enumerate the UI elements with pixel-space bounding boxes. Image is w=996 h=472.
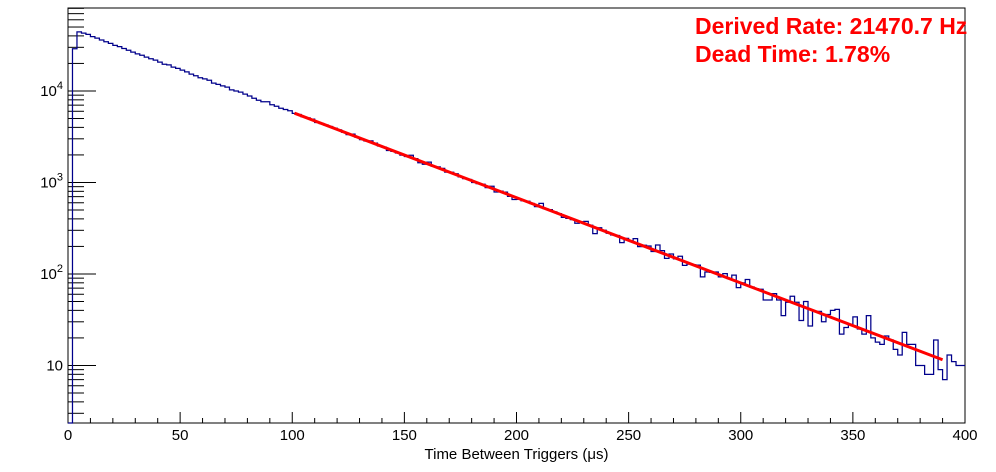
x-tick-label: 150 [392, 427, 417, 444]
y-tick-label: 104 [40, 80, 63, 100]
x-tick-label: 400 [952, 427, 977, 444]
x-axis-title: Time Between Triggers (μs) [425, 446, 609, 463]
y-tick-label: 10 [46, 357, 63, 374]
x-tick-label: 100 [280, 427, 305, 444]
x-tick-label: 200 [504, 427, 529, 444]
x-tick-label: 250 [616, 427, 641, 444]
x-tick-label: 50 [172, 427, 189, 444]
x-tick-label: 350 [840, 427, 865, 444]
x-tick-label: 300 [728, 427, 753, 444]
plot-frame [67, 7, 966, 424]
y-tick-label: 103 [40, 171, 63, 191]
histogram-step-line [68, 31, 965, 424]
x-tick-label: 0 [64, 427, 72, 444]
exponential-fit-line [293, 111, 944, 362]
y-tick-label: 102 [40, 263, 63, 283]
dead-time-text: Dead Time: 1.78% [695, 41, 891, 67]
derived-rate-text: Derived Rate: 21470.7 Hz [695, 13, 968, 39]
